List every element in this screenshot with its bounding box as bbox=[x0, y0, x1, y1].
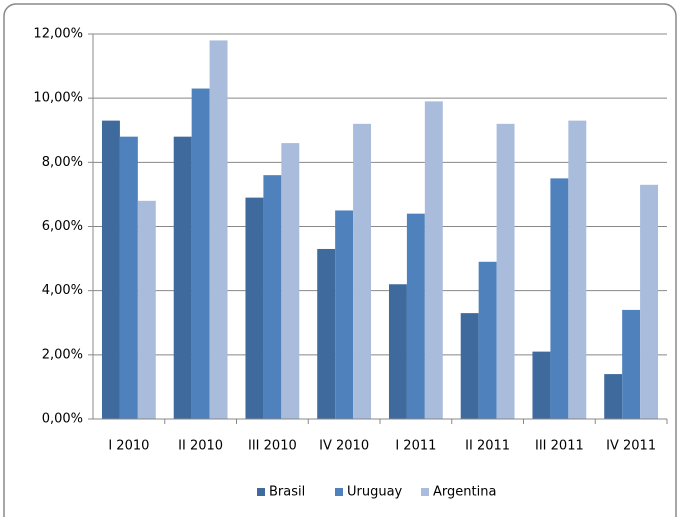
bar bbox=[209, 40, 228, 420]
bar bbox=[424, 101, 443, 419]
bar bbox=[406, 213, 425, 419]
y-tick-label: 8,00% bbox=[42, 155, 83, 170]
bar bbox=[245, 197, 264, 419]
x-tick-label: III 2010 bbox=[248, 439, 297, 454]
y-tick-label: 10,00% bbox=[33, 91, 83, 106]
y-tick-label: 6,00% bbox=[42, 219, 83, 234]
bar bbox=[550, 178, 569, 419]
legend-swatch bbox=[421, 488, 429, 496]
bar bbox=[119, 136, 138, 419]
bar bbox=[101, 120, 120, 419]
bar bbox=[263, 175, 282, 419]
y-tick-label: 0,00% bbox=[42, 412, 83, 427]
bar bbox=[335, 210, 354, 419]
bar bbox=[496, 123, 515, 419]
bar bbox=[281, 143, 300, 420]
legend-swatch bbox=[257, 488, 265, 496]
bar bbox=[622, 309, 641, 419]
legend-label: Uruguay bbox=[347, 485, 403, 500]
x-tick-label: I 2011 bbox=[395, 439, 436, 454]
y-tick-label: 2,00% bbox=[42, 347, 83, 362]
bar bbox=[173, 136, 192, 419]
bar bbox=[478, 261, 497, 419]
legend-label: Argentina bbox=[433, 485, 496, 500]
x-tick-label: II 2011 bbox=[465, 439, 510, 454]
x-tick-label: IV 2010 bbox=[319, 439, 369, 454]
x-tick-label: I 2010 bbox=[108, 439, 149, 454]
y-tick-label: 12,00% bbox=[33, 27, 83, 42]
x-tick-label: II 2010 bbox=[178, 439, 223, 454]
bar bbox=[604, 374, 623, 419]
y-tick-label: 4,00% bbox=[42, 283, 83, 298]
bar bbox=[568, 120, 587, 419]
x-tick-label: IV 2011 bbox=[606, 439, 656, 454]
bar bbox=[460, 313, 479, 419]
legend-label: Brasil bbox=[269, 485, 305, 500]
bar bbox=[317, 248, 336, 419]
bar bbox=[191, 88, 210, 420]
bar bbox=[388, 284, 407, 419]
bar bbox=[353, 123, 372, 419]
bar bbox=[640, 184, 659, 419]
legend-swatch bbox=[335, 488, 343, 496]
x-tick-label: III 2011 bbox=[535, 439, 584, 454]
bar bbox=[532, 351, 551, 419]
bar bbox=[137, 200, 156, 419]
